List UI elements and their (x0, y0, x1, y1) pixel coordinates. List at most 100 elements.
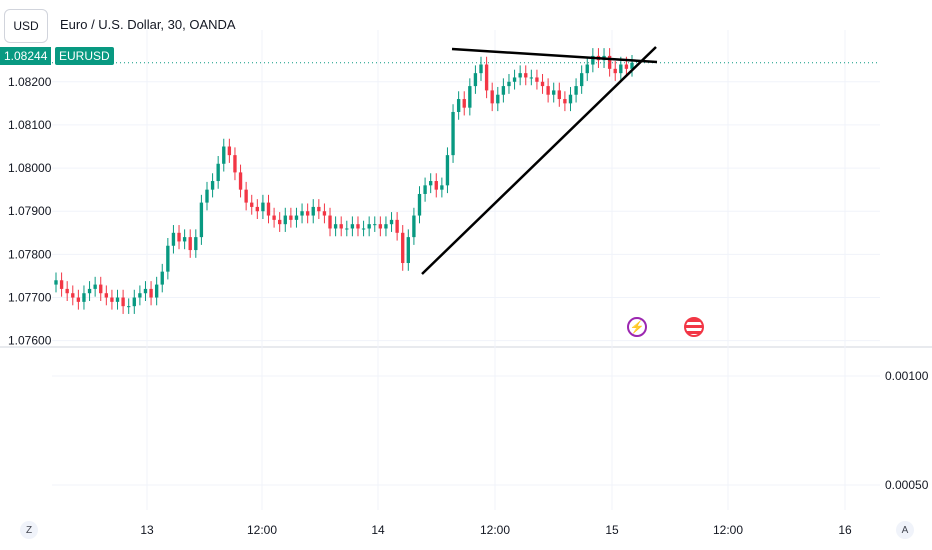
candle-body (585, 64, 589, 74)
candle (395, 212, 399, 241)
candle (266, 194, 271, 224)
candle-body (244, 189, 248, 203)
candle-body (278, 219, 282, 225)
candle (143, 281, 148, 301)
candle (311, 199, 315, 224)
candle (138, 285, 142, 306)
candle (345, 220, 349, 237)
candle (473, 65, 478, 94)
candle (490, 82, 494, 112)
x-tick-label: 14 (371, 523, 385, 537)
candle-body (93, 284, 97, 289)
candle (440, 177, 444, 198)
candle (322, 203, 327, 224)
candle (82, 285, 86, 310)
candle (216, 156, 220, 189)
candle (110, 289, 114, 310)
candles (54, 48, 634, 314)
candle (272, 207, 276, 228)
candle-body (322, 211, 327, 216)
candle-body (490, 90, 494, 104)
candle-body (160, 271, 164, 285)
candle-body (384, 224, 388, 229)
candle-body (451, 111, 455, 156)
candle-body (250, 202, 254, 207)
candle-body (54, 280, 58, 285)
candle (512, 69, 517, 90)
symbol-title: Euro / U.S. Dollar, 30, OANDA (60, 17, 236, 32)
candle-body (171, 232, 176, 246)
y-tick-label: 1.07700 (8, 291, 52, 305)
candle (501, 78, 506, 103)
candle-body (99, 284, 103, 294)
auto-scale-button[interactable]: A (896, 521, 914, 539)
candle-body (59, 280, 64, 289)
candle-body (272, 215, 276, 220)
candle (552, 82, 556, 103)
candle-body (496, 94, 500, 104)
candle (278, 212, 282, 232)
candle (333, 216, 338, 237)
grid (0, 30, 932, 510)
candle (496, 86, 500, 112)
candle (579, 65, 584, 94)
candle-body (563, 99, 567, 104)
candle-body (104, 293, 109, 298)
us-flag-event-icon[interactable] (684, 317, 704, 337)
candle-body (65, 288, 69, 294)
candle (378, 216, 383, 237)
sub-y-tick-label: 0.00050 (885, 478, 929, 492)
candle (177, 225, 181, 250)
candle-body (445, 155, 450, 186)
candle-body (132, 297, 136, 307)
candle-body (361, 228, 366, 230)
candle-body (317, 206, 321, 212)
candle (132, 289, 136, 314)
candle-body (333, 224, 338, 229)
candle (406, 229, 410, 271)
candle (339, 216, 343, 237)
candle (445, 147, 450, 194)
overlays (52, 46, 880, 275)
candle-body (222, 146, 226, 164)
candle (524, 65, 528, 86)
candle-body (154, 284, 159, 298)
candle (244, 181, 248, 211)
candle (171, 225, 176, 254)
candle (361, 220, 366, 237)
candle (574, 78, 578, 103)
candle-body (619, 64, 623, 74)
candle (613, 61, 617, 81)
candle (188, 229, 192, 258)
candle (563, 91, 567, 112)
candle (591, 48, 595, 73)
candle-body (255, 206, 259, 212)
candle (104, 285, 109, 306)
candle (412, 207, 416, 245)
candle (507, 74, 511, 94)
candle-body (484, 64, 489, 91)
candle-body (283, 215, 287, 225)
candle-body (82, 293, 86, 302)
candle-body (166, 245, 170, 272)
candle (468, 78, 472, 116)
candle (233, 147, 237, 181)
candle (456, 91, 461, 120)
lightning-event-icon[interactable]: ⚡ (627, 317, 647, 337)
y-tick-label: 1.07900 (8, 204, 52, 218)
candle (607, 48, 612, 77)
currency-button[interactable]: USD (4, 9, 48, 43)
candle (384, 216, 388, 237)
candle-body (579, 73, 584, 87)
candle-body (227, 146, 232, 156)
candle (367, 216, 371, 237)
last-price-tag: 1.08244 (0, 47, 52, 65)
candle-body (507, 81, 511, 87)
candle (194, 229, 198, 258)
candle (350, 216, 355, 237)
candle (160, 263, 164, 293)
candle (479, 56, 483, 81)
candle (373, 216, 377, 232)
zoom-button[interactable]: Z (20, 521, 38, 539)
